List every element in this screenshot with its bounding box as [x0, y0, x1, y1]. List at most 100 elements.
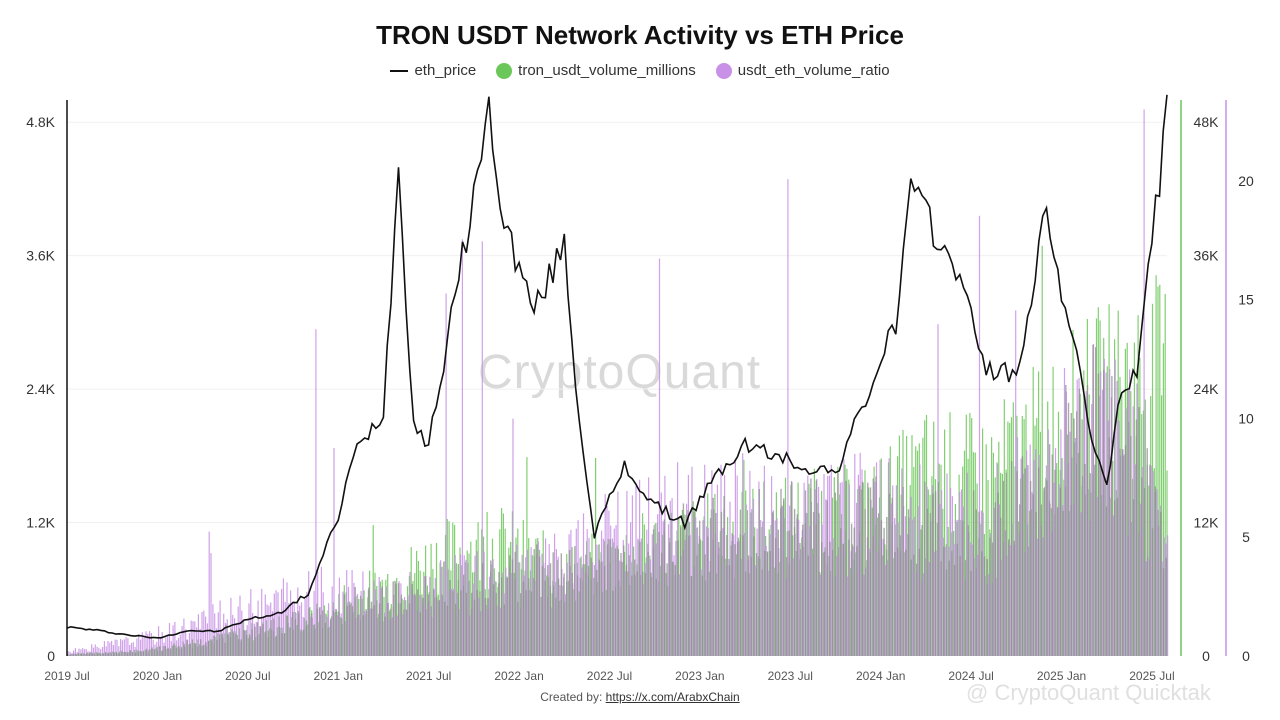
- y-left-tick-label: 0: [47, 648, 55, 664]
- legend-item-usdt-eth-ratio[interactable]: usdt_eth_volume_ratio: [715, 62, 890, 79]
- overlap-bar: [769, 550, 771, 656]
- overlap-bar: [742, 535, 744, 656]
- overlap-bar: [161, 650, 164, 656]
- y-right-volume-tick-label: 12K: [1194, 515, 1220, 531]
- y-right-ratio-tick-label: 10: [1238, 410, 1254, 426]
- overlap-bar: [435, 596, 438, 656]
- ratio-bar: [630, 522, 632, 656]
- overlap-bar: [267, 630, 270, 656]
- overlap-bar: [354, 587, 356, 656]
- overlap-bar: [509, 555, 511, 656]
- ratio-bar: [228, 632, 230, 656]
- overlap-bar: [625, 564, 628, 656]
- overlap-bar: [72, 653, 74, 656]
- overlap-bar: [864, 509, 866, 656]
- overlap-bar: [964, 560, 967, 656]
- ratio-bar: [841, 481, 843, 656]
- overlap-bar: [484, 598, 487, 656]
- overlap-bar: [1132, 499, 1135, 656]
- overlap-bar: [1008, 539, 1010, 656]
- overlap-bar: [327, 627, 329, 656]
- ratio-bar: [250, 589, 252, 656]
- volume-bar: [909, 485, 911, 656]
- ratio-bar: [928, 562, 930, 656]
- ratio-bar: [121, 640, 123, 656]
- volume-bar: [1121, 393, 1123, 656]
- ratio-bar: [982, 512, 984, 656]
- legend-item-eth-price[interactable]: eth_price: [390, 62, 476, 79]
- volume-bar: [430, 543, 432, 656]
- ratio-bar: [684, 540, 686, 656]
- ratio-bar: [879, 459, 881, 656]
- ratio-bar: [197, 614, 199, 656]
- overlap-bar: [736, 541, 739, 656]
- volume-bar: [754, 527, 756, 656]
- overlap-bar: [628, 555, 630, 656]
- volume-bar: [220, 632, 222, 656]
- ratio-bar: [716, 484, 718, 656]
- ratio-bar: [69, 651, 71, 656]
- ratio-bar: [689, 535, 691, 656]
- y-right-volume-tick-label: 24K: [1194, 381, 1220, 397]
- x-tick-label: 2020 Jul: [225, 669, 270, 683]
- overlap-bar: [1048, 444, 1051, 656]
- overlap-bar: [229, 632, 232, 656]
- overlap-bar: [178, 645, 180, 656]
- ratio-bar: [141, 632, 143, 656]
- ratio-bar: [760, 520, 762, 656]
- overlap-bar: [414, 593, 416, 656]
- ratio-bar: [230, 597, 232, 656]
- legend-item-tron-usdt-volume[interactable]: tron_usdt_volume_millions: [496, 62, 696, 79]
- overlap-bar: [1046, 480, 1048, 656]
- overlap-bar: [967, 525, 969, 656]
- overlap-bar: [115, 651, 118, 656]
- ratio-bar: [143, 637, 145, 656]
- ratio-bar: [217, 612, 219, 656]
- overlap-bar: [346, 606, 348, 656]
- overlap-bar: [1038, 467, 1040, 656]
- volume-bar: [987, 480, 989, 656]
- overlap-bar: [878, 513, 880, 656]
- ratio-bar: [201, 612, 203, 656]
- ratio-bar: [481, 241, 483, 657]
- ratio-bar: [358, 614, 360, 656]
- overlap-bar: [124, 651, 126, 656]
- volume-bar: [416, 550, 418, 656]
- overlap-bar: [888, 493, 891, 656]
- overlap-bar: [1100, 465, 1102, 656]
- overlap-bar: [441, 566, 443, 656]
- ratio-bar: [863, 574, 865, 656]
- volume-bar: [1112, 461, 1114, 656]
- volume-bar: [1155, 275, 1157, 656]
- ratio-bar: [152, 639, 154, 656]
- overlap-bar: [571, 572, 573, 656]
- overlap-bar: [978, 511, 980, 656]
- overlap-bar: [460, 590, 462, 656]
- purple-dot-icon: [715, 62, 732, 79]
- overlap-bar: [788, 530, 790, 656]
- ratio-bar: [673, 555, 675, 656]
- ratio-bar: [1020, 458, 1022, 656]
- ratio-bar: [85, 649, 87, 656]
- overlap-bar: [425, 576, 427, 656]
- legend-label: usdt_eth_volume_ratio: [737, 62, 890, 79]
- volume-bar: [985, 444, 987, 656]
- ratio-bar: [456, 592, 458, 656]
- ratio-bar: [662, 521, 664, 656]
- overlap-bar: [180, 647, 183, 656]
- overlap-bar: [332, 610, 335, 656]
- ratio-bar: [333, 448, 335, 656]
- ratio-bar: [819, 574, 821, 656]
- overlap-bar: [503, 604, 506, 656]
- overlap-bar: [1062, 510, 1064, 656]
- overlap-bar: [604, 566, 606, 656]
- overlap-bar: [205, 642, 207, 656]
- ratio-bar: [836, 555, 838, 656]
- volume-bar: [806, 513, 808, 656]
- ratio-bar: [300, 602, 303, 656]
- volume-bar: [1018, 521, 1020, 656]
- credit-link[interactable]: https://x.com/ArabxChain: [605, 690, 740, 704]
- volume-bar: [1095, 318, 1098, 656]
- ratio-bar: [391, 617, 393, 656]
- overlap-bar: [357, 614, 359, 656]
